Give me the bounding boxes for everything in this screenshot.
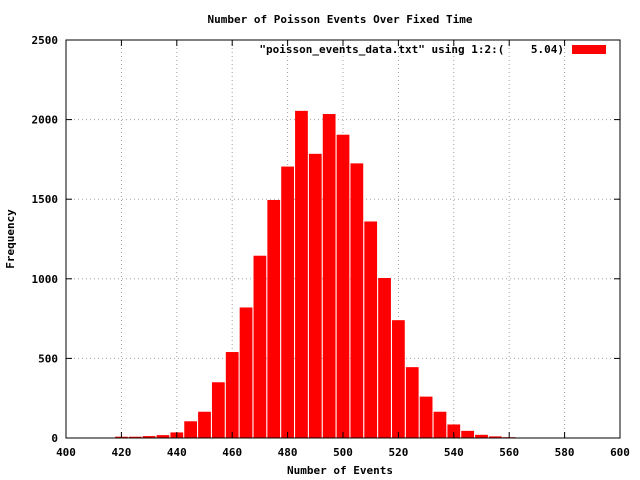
histogram-bar <box>142 436 156 438</box>
y-tick-label: 2000 <box>32 114 59 127</box>
histogram-bar <box>392 320 405 438</box>
histogram-bar <box>364 221 378 438</box>
histogram-bar <box>198 411 211 438</box>
y-tick-labels: 0 500 1000 1500 2000 2500 <box>32 34 59 445</box>
x-tick-label: 460 <box>222 446 242 459</box>
histogram-bar <box>211 382 225 438</box>
histogram-bar <box>225 352 239 438</box>
histogram-bar <box>322 114 336 438</box>
histogram-bar <box>253 255 267 438</box>
y-tick-label: 500 <box>38 352 58 365</box>
y-tick-label: 1500 <box>32 193 59 206</box>
histogram-bar <box>239 307 253 438</box>
histogram-bar <box>336 134 350 438</box>
y-tick-label: 1000 <box>32 273 59 286</box>
x-tick-label: 520 <box>388 446 408 459</box>
histogram-bar <box>475 434 488 438</box>
chart-title: Number of Poisson Events Over Fixed Time <box>208 13 473 26</box>
x-tick-labels: 400 420 440 460 480 500 520 540 560 580 600 <box>56 446 630 459</box>
histogram-bar <box>461 430 475 438</box>
histogram-bar <box>433 411 447 438</box>
x-tick-label: 580 <box>555 446 575 459</box>
histogram-bar <box>405 367 419 438</box>
x-tick-label: 500 <box>333 446 353 459</box>
histogram-bar <box>281 166 294 438</box>
histogram-bar <box>184 421 198 438</box>
y-tick-label: 2500 <box>32 34 59 47</box>
histogram-bars <box>115 110 599 439</box>
histogram-bar <box>128 436 142 438</box>
legend-swatch <box>572 45 606 54</box>
histogram-bar <box>156 435 170 438</box>
x-tick-label: 560 <box>499 446 519 459</box>
axis-ticks <box>65 39 621 439</box>
legend: "poisson_events_data.txt" using 1:2:( 5.… <box>259 43 606 56</box>
y-axis-label: Frequency <box>4 209 17 269</box>
x-tick-label: 480 <box>278 446 298 459</box>
x-tick-label: 420 <box>111 446 131 459</box>
histogram-bar <box>447 424 461 438</box>
histogram-bar <box>267 199 281 438</box>
histogram-bar <box>308 153 322 438</box>
x-tick-label: 400 <box>56 446 76 459</box>
x-tick-label: 540 <box>444 446 464 459</box>
x-tick-label: 600 <box>610 446 630 459</box>
histogram-bar <box>350 163 364 438</box>
histogram-bar <box>488 436 502 438</box>
histogram-bar <box>378 278 391 438</box>
x-tick-label: 440 <box>167 446 187 459</box>
histogram-bar <box>295 110 308 439</box>
legend-label: "poisson_events_data.txt" using 1:2:( 5.… <box>259 43 564 56</box>
y-tick-label: 0 <box>51 432 58 445</box>
x-axis-label: Number of Events <box>287 464 393 477</box>
histogram-bar <box>419 396 433 438</box>
